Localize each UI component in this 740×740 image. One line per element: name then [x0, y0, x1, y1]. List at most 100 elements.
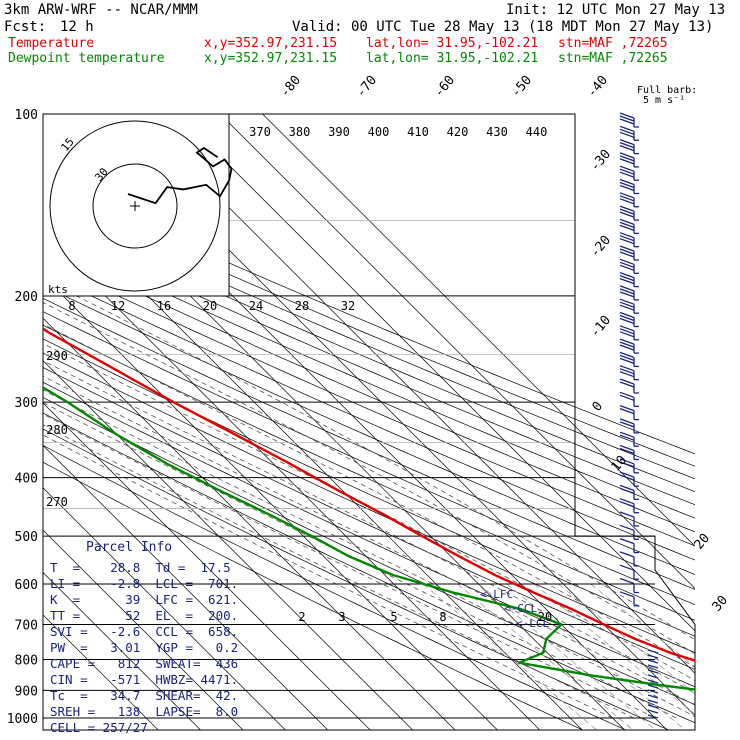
isotherm-line [43, 233, 541, 730]
dry-adiabat-line [43, 247, 695, 533]
init-time: Init: 12 UTC Mon 27 May 13 [506, 2, 726, 18]
dry-adiabat-line [43, 311, 695, 606]
theta-label: 290 [46, 349, 68, 363]
dewpoint-legend-label: Dewpoint temperature [8, 51, 165, 66]
dry-adiabat-line [43, 235, 695, 519]
theta-label: 430 [486, 125, 508, 139]
barb-legend-line2: 5 m s⁻¹ [643, 95, 686, 106]
temperature-tick-label: 10 [609, 453, 631, 475]
mixing-ratio-line [478, 583, 657, 730]
wind-barb [619, 245, 639, 261]
wind-barb [619, 524, 639, 540]
dry-adiabat-line [43, 190, 695, 467]
isotherm-line [43, 402, 371, 730]
wind-barb [619, 591, 639, 607]
pressure-tick-label: 400 [15, 472, 38, 487]
temperature-station: stn=MAF ,72265 [558, 36, 668, 51]
theta-label: 280 [46, 423, 68, 437]
wind-barb [619, 404, 639, 421]
temperature-tick-label: -20 [588, 233, 615, 261]
dewpoint-latlon: lat,lon= 31.95,-102.21 [366, 51, 539, 66]
hodograph-trace [127, 146, 233, 205]
hodograph-unit-label: kts [48, 283, 68, 296]
pressure-tick-label: 100 [15, 108, 38, 123]
isotherm-line [43, 572, 202, 730]
parcel-info-panel: Parcel Info T = 28.8 Td = 17.5 LI = -2.8… [44, 536, 238, 736]
barb-legend-line1: Full barb: [637, 85, 698, 96]
hodograph-axis-label: 8 [68, 299, 75, 313]
temperature-tick-label: -40 [585, 73, 612, 101]
wind-barb [619, 192, 639, 208]
dry-adiabat-line [43, 445, 627, 730]
dry-adiabat-line [43, 297, 695, 590]
isotherm-line [177, 114, 695, 632]
wind-barb [647, 654, 659, 659]
theta-label: 410 [407, 125, 429, 139]
mixing-ratio-line [457, 583, 634, 730]
forecast-value: 12 h [60, 19, 94, 35]
wind-barb [619, 112, 639, 128]
wind-barb [619, 285, 639, 301]
dry-adiabat-line [43, 412, 695, 724]
wind-barb [619, 378, 639, 394]
wind-barb [619, 418, 639, 434]
isotherm-line [43, 317, 456, 730]
dry-adiabat-line [43, 272, 695, 561]
temperature-tick-label: 20 [692, 531, 714, 553]
wind-barb [619, 564, 639, 580]
pressure-tick-label: 600 [15, 578, 38, 593]
parcel-info-title: Parcel Info [86, 540, 173, 555]
valid-time: Valid: 00 UTC Tue 28 May 13 (18 MDT Mon … [292, 19, 714, 35]
wind-barb [619, 471, 639, 487]
pressure-tick-label: 700 [15, 618, 38, 633]
temperature-xy: x,y=352.97,231.15 [204, 36, 338, 51]
wind-barb [619, 551, 639, 567]
wind-barb [619, 365, 639, 381]
mixing-ratio-label: 2 [298, 610, 305, 624]
dry-adiabat-line [43, 381, 695, 688]
wind-barb [619, 484, 639, 501]
dewpoint-xy: x,y=352.97,231.15 [204, 51, 338, 66]
theta-label: 270 [46, 495, 68, 509]
hodograph-axis-label: 20 [203, 299, 217, 313]
temperature-tick-label: -30 [588, 147, 615, 175]
theta-label: 390 [328, 125, 350, 139]
wind-barb [619, 258, 639, 274]
wind-barb [647, 669, 659, 674]
hodograph-ring [92, 163, 178, 249]
wind-barb [647, 714, 659, 719]
isotherm-line [135, 114, 695, 674]
wind-barb [619, 138, 639, 155]
parcel-row: SVI = -2.6 CCL = 658. [50, 624, 239, 639]
isotherm-line [43, 360, 414, 730]
moist-adiabat-line [43, 402, 677, 719]
wind-barb [619, 537, 639, 554]
temperature-tick-label: -10 [588, 313, 615, 341]
theta-label: 420 [447, 125, 469, 139]
wind-barb [619, 325, 639, 341]
dry-adiabat-line [43, 352, 695, 654]
isotherm-line [43, 275, 498, 730]
wind-barb [619, 125, 639, 141]
parcel-row: LI = -2.8 LCL = 701. [50, 576, 239, 591]
mixing-ratio-label: 8 [439, 610, 446, 624]
parcel-level-mark: <-CCL [504, 602, 537, 615]
wind-barb [619, 511, 639, 527]
dry-adiabat-line [43, 461, 584, 730]
temperature-tick-label: -50 [509, 73, 536, 101]
pressure-tick-label: 300 [15, 396, 38, 411]
wind-barb [647, 709, 659, 714]
wind-barb [619, 458, 639, 474]
temperature-profile-line [43, 327, 695, 662]
wind-barb [619, 205, 639, 221]
dry-adiabat-line [43, 367, 695, 670]
mixing-ratio-label: 5 [390, 610, 397, 624]
temperature-tick-label: 30 [710, 593, 732, 615]
mixing-ratio-line [558, 583, 695, 695]
forecast-label: Fcst: [4, 19, 47, 35]
mixing-ratio-label: 3 [338, 610, 345, 624]
parcel-row: T = 28.8 Td = 17.5 [50, 560, 231, 575]
parcel-row: TT = 52 EL = 200. [50, 608, 239, 623]
parcel-level-mark: <-LCL [516, 617, 549, 630]
